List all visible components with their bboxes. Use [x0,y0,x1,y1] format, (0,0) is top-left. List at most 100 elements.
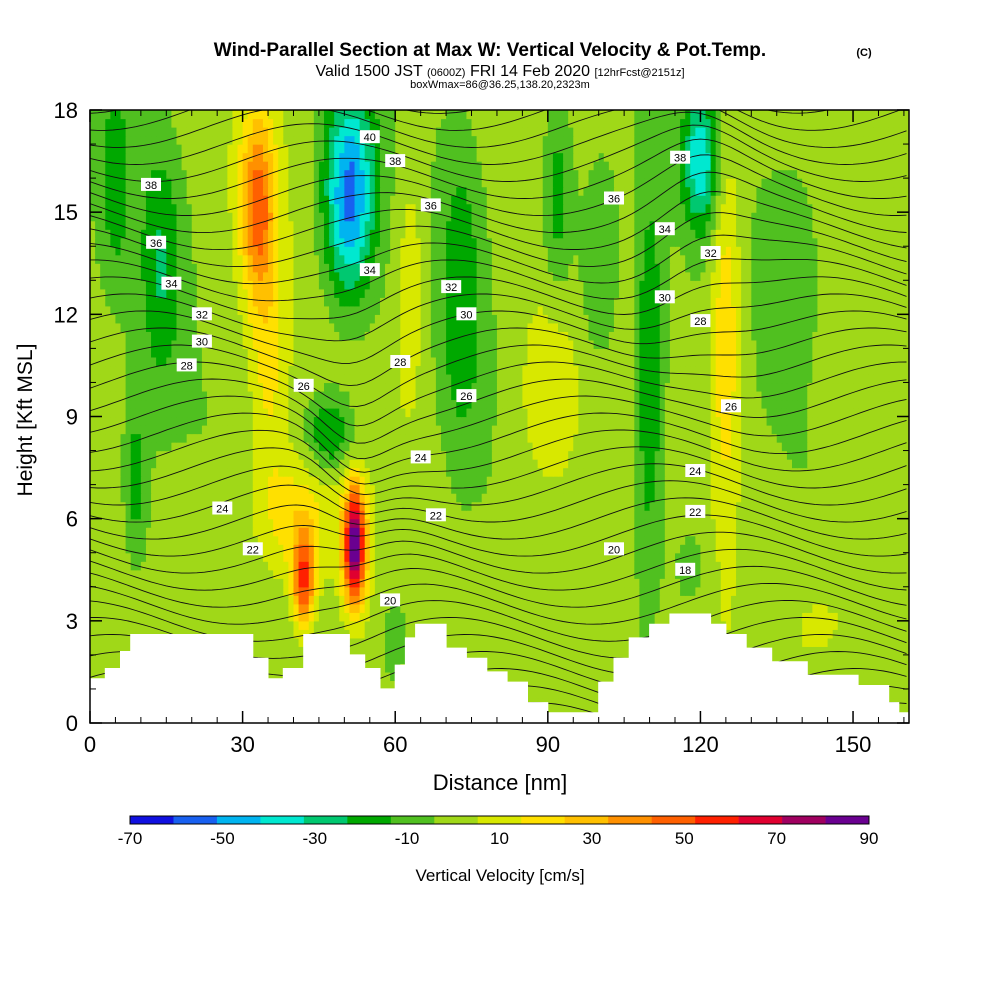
field-cell [720,467,727,477]
field-cell [746,595,752,605]
field-cell [140,484,147,494]
field-cell [461,629,468,639]
field-cell [847,518,854,528]
field-cell [476,612,483,622]
field-cell [135,535,142,545]
field-cell [339,561,345,571]
field-cell [466,561,473,571]
field-cell [588,578,595,588]
field-cell [324,603,330,613]
field-cell [298,510,305,520]
field-cell [507,459,513,469]
field-cell [603,476,610,486]
field-cell [268,620,274,630]
field-cell [125,501,132,511]
field-cell [903,586,909,596]
field-cell [415,493,422,503]
field-cell [863,518,869,528]
field-cell [415,476,422,486]
field-cell [603,518,610,528]
field-cell [680,552,686,562]
field-cell [624,459,630,469]
field-cell [863,671,869,682]
field-cell [502,629,508,639]
field-cell [491,544,498,554]
field-cell [466,629,473,639]
field-cell [817,637,824,647]
field-cell [558,595,564,605]
field-cell [145,612,152,622]
field-cell [486,586,493,596]
field-cell [903,646,909,656]
field-cell [888,603,895,613]
field-cell [563,688,569,699]
field-cell [435,527,442,537]
field-cell [364,569,371,579]
field-cell [273,603,279,613]
field-cell [222,493,228,503]
field-cell [191,518,198,528]
field-cell [512,535,518,545]
field-cell [95,561,101,571]
field-cell [527,493,534,503]
field-cell [507,493,513,503]
field-cell [603,493,610,503]
field-cell [186,544,193,554]
field-cell [466,501,473,511]
field-cell [461,484,468,494]
field-cell [476,535,483,545]
field-cell [868,586,874,596]
field-cell [120,544,127,554]
field-cell [237,595,244,605]
field-cell [471,620,478,630]
field-cell [374,620,381,630]
field-cell [201,484,208,494]
field-cell [369,646,376,656]
field-cell [847,527,854,537]
field-cell [324,484,330,494]
field-cell [598,527,605,537]
field-cell [476,544,483,554]
field-cell [303,578,310,588]
field-cell [588,527,595,537]
field-cell [664,578,671,588]
field-cell [685,535,691,545]
field-cell [853,552,859,562]
field-cell [303,620,310,630]
field-cell [288,654,295,664]
field-cell [410,629,417,639]
field-cell [329,467,335,477]
field-cell [166,612,172,622]
field-cell [364,663,371,673]
field-cell [273,467,279,477]
field-cell [527,671,534,682]
field-cell [283,527,289,537]
field-cell [507,586,513,596]
field-cell [456,493,462,503]
field-cell [746,561,752,571]
field-cell [542,493,549,503]
field-cell [756,620,763,630]
field-cell [313,493,320,503]
field-cell [736,527,742,537]
field-cell [268,518,274,528]
field-cell [395,467,401,477]
field-cell [563,484,569,494]
field-cell [608,527,615,537]
field-cell [542,544,549,554]
field-cell [507,527,513,537]
field-cell [720,561,727,571]
field-cell [542,688,549,699]
field-cell [888,671,895,682]
field-cell [374,646,381,656]
field-cell [135,603,142,613]
field-cell [166,595,172,605]
field-cell [354,637,361,647]
field-cell [344,518,351,528]
field-cell [827,629,834,639]
field-cell [496,493,503,503]
field-cell [812,612,819,622]
field-cell [685,484,691,494]
field-cell [761,544,768,554]
field-cell [700,586,707,596]
